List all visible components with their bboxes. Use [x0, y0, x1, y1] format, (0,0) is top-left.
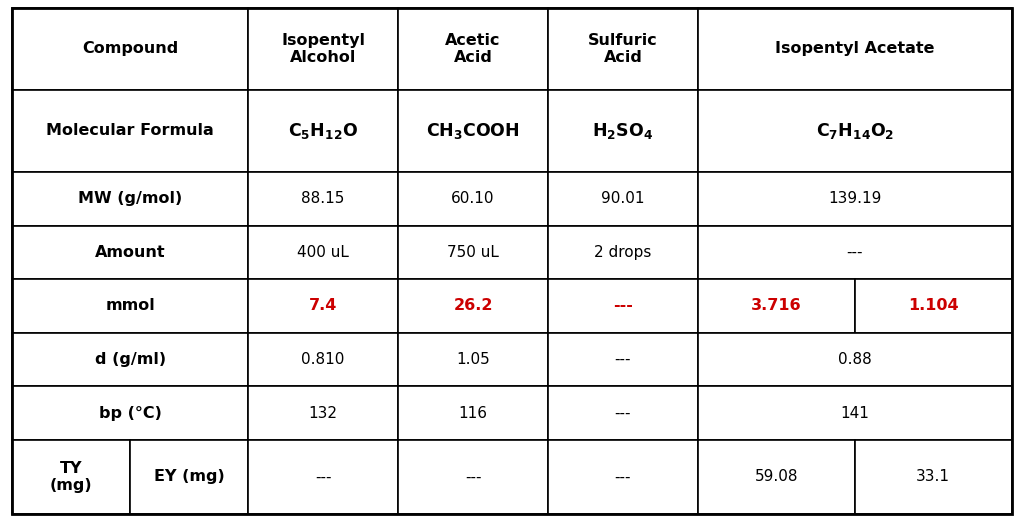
Bar	[698, 172, 1012, 226]
Bar	[698, 226, 1012, 279]
Bar	[398, 440, 548, 514]
Bar	[698, 440, 855, 514]
Text: mmol: mmol	[105, 299, 155, 313]
Bar	[12, 386, 248, 440]
Bar	[698, 8, 1012, 90]
Bar	[548, 226, 698, 279]
Text: 1.104: 1.104	[908, 299, 958, 313]
Bar	[698, 90, 1012, 172]
Bar	[548, 333, 698, 386]
Bar	[548, 279, 698, 333]
Text: $\mathbf{C_7H_{14}O_2}$: $\mathbf{C_7H_{14}O_2}$	[816, 121, 894, 141]
Text: 0.88: 0.88	[838, 352, 871, 367]
Bar	[855, 440, 1012, 514]
Bar	[248, 8, 398, 90]
Bar	[698, 333, 1012, 386]
Bar	[548, 8, 698, 90]
Bar	[398, 90, 548, 172]
Bar	[398, 333, 548, 386]
Text: ---: ---	[613, 299, 633, 313]
Bar	[130, 440, 248, 514]
Text: bp (°C): bp (°C)	[98, 406, 162, 421]
Text: 139.19: 139.19	[828, 192, 882, 206]
Bar	[248, 386, 398, 440]
Bar	[12, 333, 248, 386]
Bar	[248, 279, 398, 333]
Text: 400 uL: 400 uL	[297, 245, 349, 260]
Text: 60.10: 60.10	[452, 192, 495, 206]
Text: ---: ---	[847, 245, 863, 260]
Text: Isopentyl Acetate: Isopentyl Acetate	[775, 41, 935, 56]
Bar	[12, 8, 248, 90]
Text: ---: ---	[614, 469, 631, 484]
Text: 26.2: 26.2	[454, 299, 493, 313]
Text: ---: ---	[614, 406, 631, 421]
Text: Isopentyl
Alcohol: Isopentyl Alcohol	[282, 33, 366, 65]
Bar	[248, 226, 398, 279]
Bar	[248, 440, 398, 514]
Text: Amount: Amount	[95, 245, 166, 260]
Text: 2 drops: 2 drops	[594, 245, 651, 260]
Text: 59.08: 59.08	[755, 469, 798, 484]
Text: 132: 132	[308, 406, 338, 421]
Text: 750 uL: 750 uL	[447, 245, 499, 260]
Text: Molecular Formula: Molecular Formula	[46, 124, 214, 138]
Bar	[398, 386, 548, 440]
Bar	[248, 333, 398, 386]
Text: Sulfuric
Acid: Sulfuric Acid	[588, 33, 657, 65]
Bar	[398, 8, 548, 90]
Bar	[398, 279, 548, 333]
Bar	[698, 279, 855, 333]
Text: 0.810: 0.810	[301, 352, 345, 367]
Text: $\mathbf{CH_3COOH}$: $\mathbf{CH_3COOH}$	[426, 121, 520, 141]
Bar	[698, 386, 1012, 440]
Text: MW (g/mol): MW (g/mol)	[78, 192, 182, 206]
Text: $\mathbf{H_2SO_4}$: $\mathbf{H_2SO_4}$	[593, 121, 653, 141]
Text: ---: ---	[614, 352, 631, 367]
Bar	[12, 172, 248, 226]
Bar	[12, 226, 248, 279]
Text: ---: ---	[314, 469, 332, 484]
Text: 88.15: 88.15	[301, 192, 345, 206]
Text: 33.1: 33.1	[916, 469, 950, 484]
Text: 3.716: 3.716	[751, 299, 802, 313]
Bar	[12, 279, 248, 333]
Text: EY (mg): EY (mg)	[154, 469, 224, 484]
Text: TY
(mg): TY (mg)	[50, 461, 92, 493]
Text: 7.4: 7.4	[309, 299, 337, 313]
Text: 1.05: 1.05	[456, 352, 489, 367]
Bar	[398, 226, 548, 279]
Bar	[855, 279, 1012, 333]
Bar	[248, 90, 398, 172]
Text: 90.01: 90.01	[601, 192, 645, 206]
Text: ---: ---	[465, 469, 481, 484]
Text: 116: 116	[459, 406, 487, 421]
Bar	[548, 90, 698, 172]
Text: $\mathbf{C_5H_{12}O}$: $\mathbf{C_5H_{12}O}$	[288, 121, 358, 141]
Bar	[548, 172, 698, 226]
Bar	[398, 172, 548, 226]
Bar	[12, 440, 130, 514]
Bar	[548, 440, 698, 514]
Bar	[548, 386, 698, 440]
Text: d (g/ml): d (g/ml)	[94, 352, 166, 367]
Bar	[248, 172, 398, 226]
Text: Acetic
Acid: Acetic Acid	[445, 33, 501, 65]
Text: 141: 141	[841, 406, 869, 421]
Bar	[12, 90, 248, 172]
Text: Compound: Compound	[82, 41, 178, 56]
